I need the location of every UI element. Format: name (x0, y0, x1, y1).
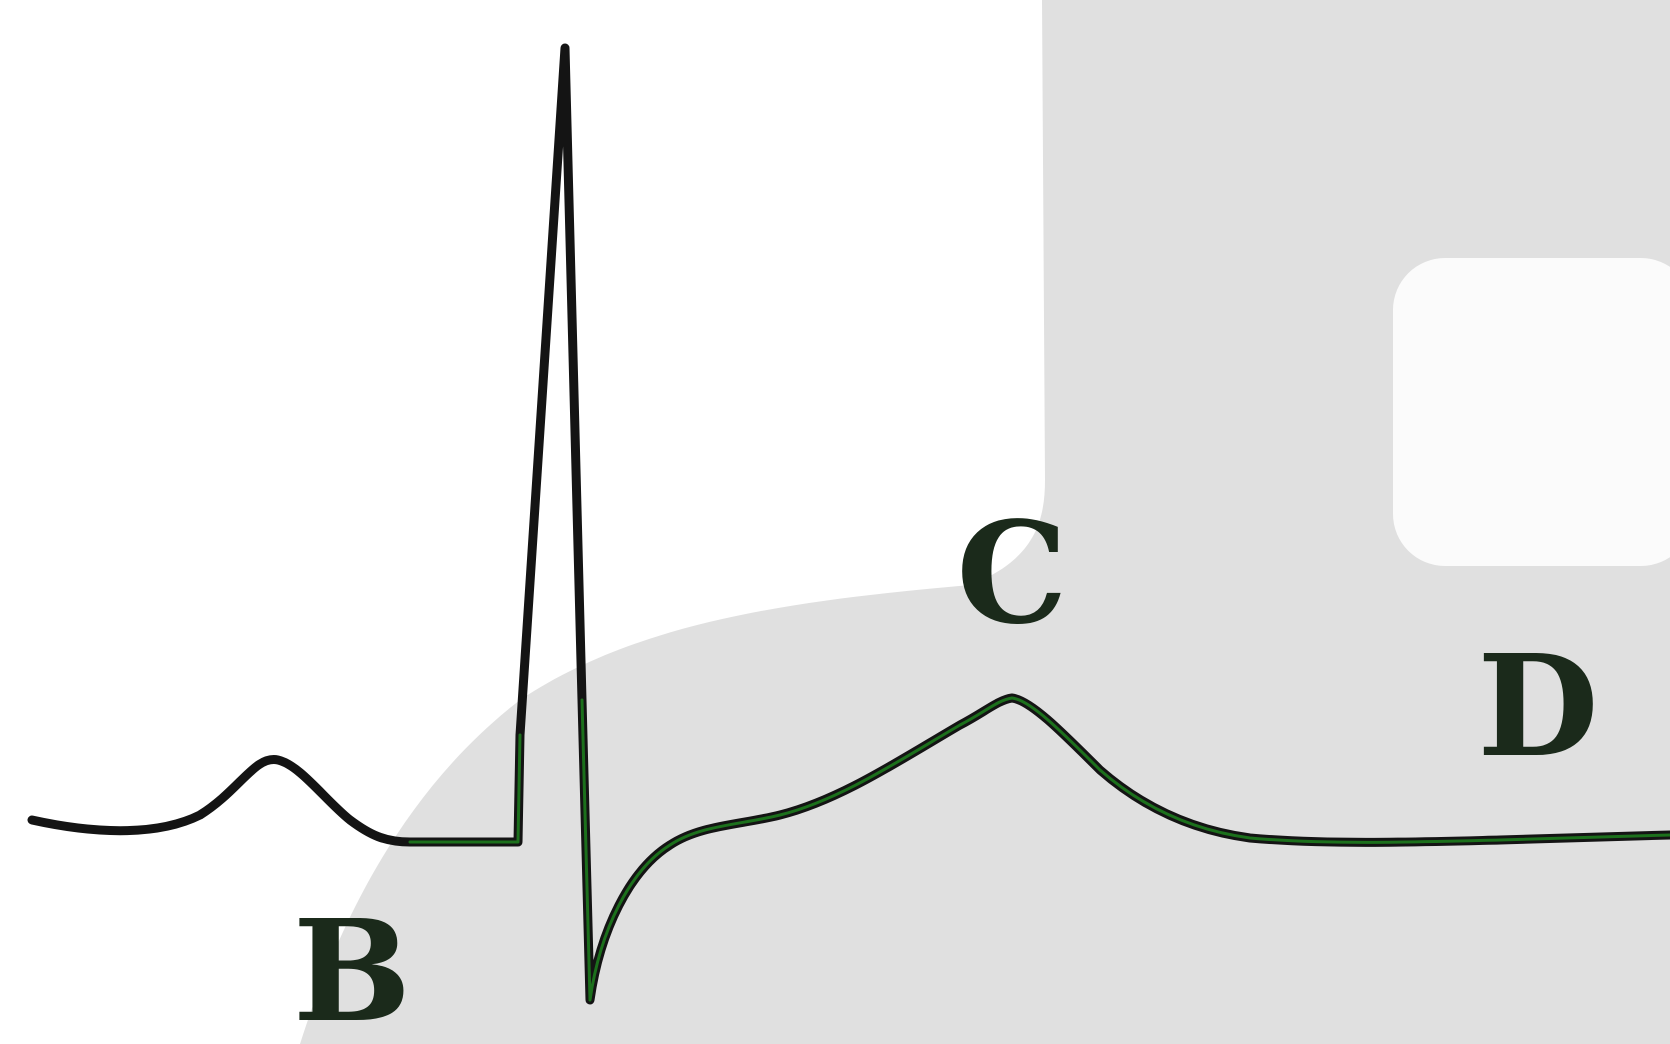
ecg-trace-highlight (408, 696, 1670, 1002)
label-c: C (956, 492, 1067, 656)
label-b: B (293, 890, 411, 1044)
label-d: D (1477, 625, 1598, 789)
shaded-region (300, 0, 1670, 1044)
inner-box (1393, 258, 1670, 566)
